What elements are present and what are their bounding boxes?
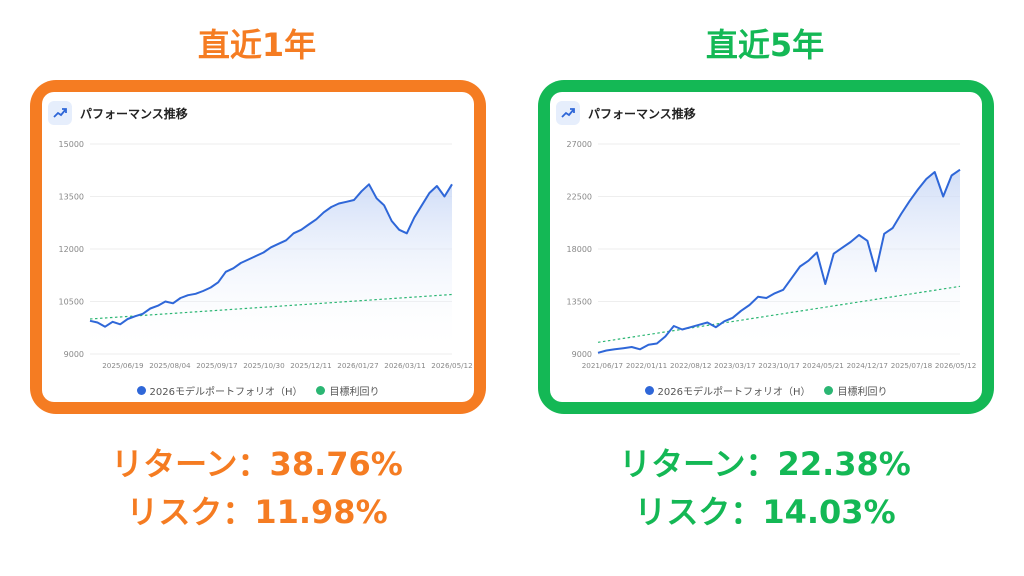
return-stat: リターン：22.38% <box>619 445 911 483</box>
panel-1-year: 直近1年 9000 10500 12000 13500 15000 2025/06/19 2… <box>22 0 492 576</box>
panel-heading: 直近1年 <box>197 26 317 64</box>
x-tick-label: 2026/01/27 <box>337 361 378 370</box>
y-tick-label: 12000 <box>59 245 84 254</box>
return-stat: リターン：38.76% <box>111 445 403 483</box>
target-yield-line <box>89 293 453 320</box>
legend-dot <box>824 386 834 395</box>
portfolio-line <box>89 183 453 328</box>
x-tick-label: 2025/07/18 <box>891 361 933 370</box>
chart-card: 9000 10500 12000 13500 15000 2025/06/19 2025/0… <box>42 92 474 402</box>
trending-up-icon <box>556 101 580 125</box>
y-tick-label: 18000 <box>567 245 592 254</box>
portfolio-area <box>598 169 960 354</box>
x-tick-label: 2025/09/17 <box>196 361 237 370</box>
legend-dot <box>136 386 146 395</box>
chart-card: 9000 13500 18000 22500 27000 2021/06/17 2022/0… <box>550 92 982 402</box>
legend-item-portfolio[interactable]: 2026モデルポートフォリオ（H） <box>136 383 303 398</box>
x-tick-label: 2025/08/04 <box>149 361 191 370</box>
x-tick-label: 2022/01/11 <box>626 361 667 370</box>
x-tick-label: 2025/12/11 <box>290 361 331 370</box>
card-header: パフォーマンス推移 <box>48 98 188 128</box>
y-tick-label: 27000 <box>567 140 592 149</box>
panel-5-year: 直近5年 9000 13500 18000 22500 27000 2021/06/17 2… <box>530 0 1000 576</box>
x-tick-label: 2023/03/17 <box>714 361 755 370</box>
panel-heading: 直近5年 <box>705 26 825 64</box>
x-tick-label: 2025/10/30 <box>243 361 285 370</box>
legend-item-target[interactable]: 目標利回り <box>824 383 887 398</box>
x-tick-label: 2024/05/21 <box>802 361 843 370</box>
y-tick-label: 13500 <box>567 298 592 307</box>
risk-stat: リスク：11.98% <box>126 493 388 531</box>
legend-dot <box>316 386 326 395</box>
x-tick-label: 2023/10/17 <box>758 361 799 370</box>
y-tick-label: 10500 <box>59 298 84 307</box>
stats-block: リターン：22.38% リスク：14.03% <box>530 440 1000 536</box>
legend-label: 目標利回り <box>837 387 888 398</box>
x-tick-label: 2022/08/12 <box>670 361 711 370</box>
risk-stat: リスク：14.03% <box>634 493 896 531</box>
performance-chart: 9000 10500 12000 13500 15000 2025/06/19 2025/0… <box>59 140 473 370</box>
x-tick-label: 2026/03/11 <box>384 361 425 370</box>
y-tick-label: 22500 <box>567 193 592 202</box>
legend-item-portfolio[interactable]: 2026モデルポートフォリオ（H） <box>644 383 811 398</box>
portfolio-area <box>90 184 452 354</box>
y-tick-label: 9000 <box>572 350 592 359</box>
x-tick-label: 2025/06/19 <box>102 361 144 370</box>
y-tick-label: 15000 <box>59 140 84 149</box>
legend-item-target[interactable]: 目標利回り <box>316 383 379 398</box>
chart-frame: 9000 13500 18000 22500 27000 2021/06/17 2022/0… <box>538 80 994 414</box>
x-tick-label: 2021/06/17 <box>582 361 623 370</box>
legend-label: 2026モデルポートフォリオ（H） <box>149 387 303 398</box>
y-tick-label: 13500 <box>59 193 84 202</box>
y-tick-label: 9000 <box>64 350 84 359</box>
trending-up-icon <box>48 101 72 125</box>
x-tick-label: 2026/05/12 <box>935 361 976 370</box>
chart-legend: 2026モデルポートフォリオ（H） 目標利回り <box>550 383 982 398</box>
legend-label: 目標利回り <box>329 387 380 398</box>
x-tick-label: 2026/05/12 <box>431 361 472 370</box>
chart-frame: 9000 10500 12000 13500 15000 2025/06/19 2025/0… <box>30 80 486 414</box>
card-header: パフォーマンス推移 <box>556 98 696 128</box>
target-yield-line <box>597 285 961 343</box>
card-title: パフォーマンス推移 <box>588 106 696 121</box>
chart-legend: 2026モデルポートフォリオ（H） 目標利回り <box>42 383 474 398</box>
stats-block: リターン：38.76% リスク：11.98% <box>22 440 492 536</box>
x-tick-label: 2024/12/17 <box>847 361 888 370</box>
legend-dot <box>644 386 654 395</box>
portfolio-line <box>597 168 961 354</box>
legend-label: 2026モデルポートフォリオ（H） <box>657 387 811 398</box>
card-title: パフォーマンス推移 <box>80 106 188 121</box>
